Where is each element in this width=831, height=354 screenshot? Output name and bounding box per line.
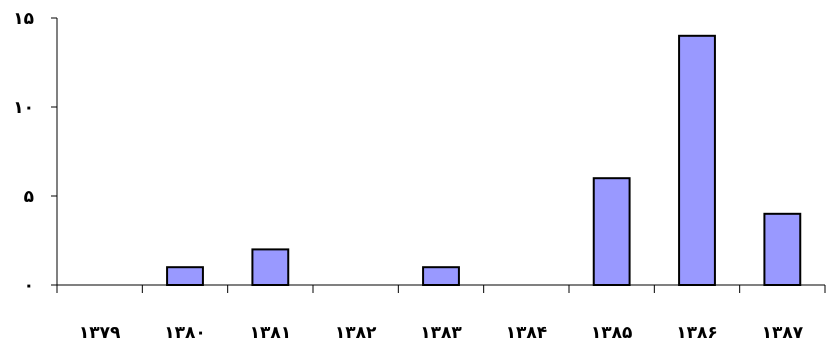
- x-tick-label: ۱۳۸۰: [164, 323, 206, 343]
- x-tick-label: ۱۳۸۴: [506, 323, 548, 343]
- x-tick-label: ۱۳۸۵: [591, 323, 633, 343]
- x-axis: ۱۳۷۹ ۱۳۸۰ ۱۳۸۱ ۱۳۸۲ ۱۳۸۳ ۱۳۸۴ ۱۳۸۵ ۱۳۸۶ ۱۳۸۷: [56, 284, 826, 343]
- bars: [166, 34, 802, 287]
- y-tick-label: ۰: [24, 276, 34, 296]
- bar-1: [166, 266, 204, 287]
- y-axis: ۰ ۵ ۱۰ ۱۵: [13, 9, 58, 296]
- y-tick-label: ۱۵: [13, 9, 34, 29]
- x-tick-label: ۱۳۸۶: [676, 323, 718, 343]
- x-tick-label: ۱۳۸۲: [335, 323, 377, 343]
- bar-8: [763, 212, 802, 286]
- bar-7: [678, 34, 716, 286]
- x-tick-label: ۱۳۸۳: [420, 323, 462, 343]
- y-tick-label: ۵: [24, 187, 34, 207]
- y-tick-label: ۱۰: [13, 98, 34, 118]
- x-tick-label: ۱۳۸۱: [250, 323, 292, 343]
- bar-4: [422, 266, 460, 287]
- x-tick-label: ۱۳۷۹: [79, 323, 121, 343]
- bar-2: [251, 248, 290, 286]
- bar-6: [592, 177, 631, 286]
- x-tick-label: ۱۳۸۷: [762, 323, 804, 343]
